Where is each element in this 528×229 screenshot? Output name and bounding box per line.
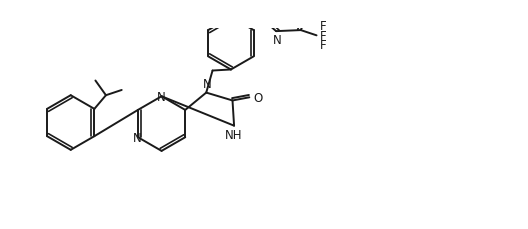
Text: N: N bbox=[133, 131, 142, 144]
Text: NH: NH bbox=[225, 128, 243, 141]
Text: F: F bbox=[319, 39, 326, 52]
Text: F: F bbox=[319, 20, 326, 33]
Text: F: F bbox=[319, 30, 326, 43]
Text: O: O bbox=[253, 91, 262, 104]
Text: N: N bbox=[273, 34, 281, 46]
Text: N: N bbox=[157, 90, 166, 103]
Text: N: N bbox=[202, 78, 211, 90]
